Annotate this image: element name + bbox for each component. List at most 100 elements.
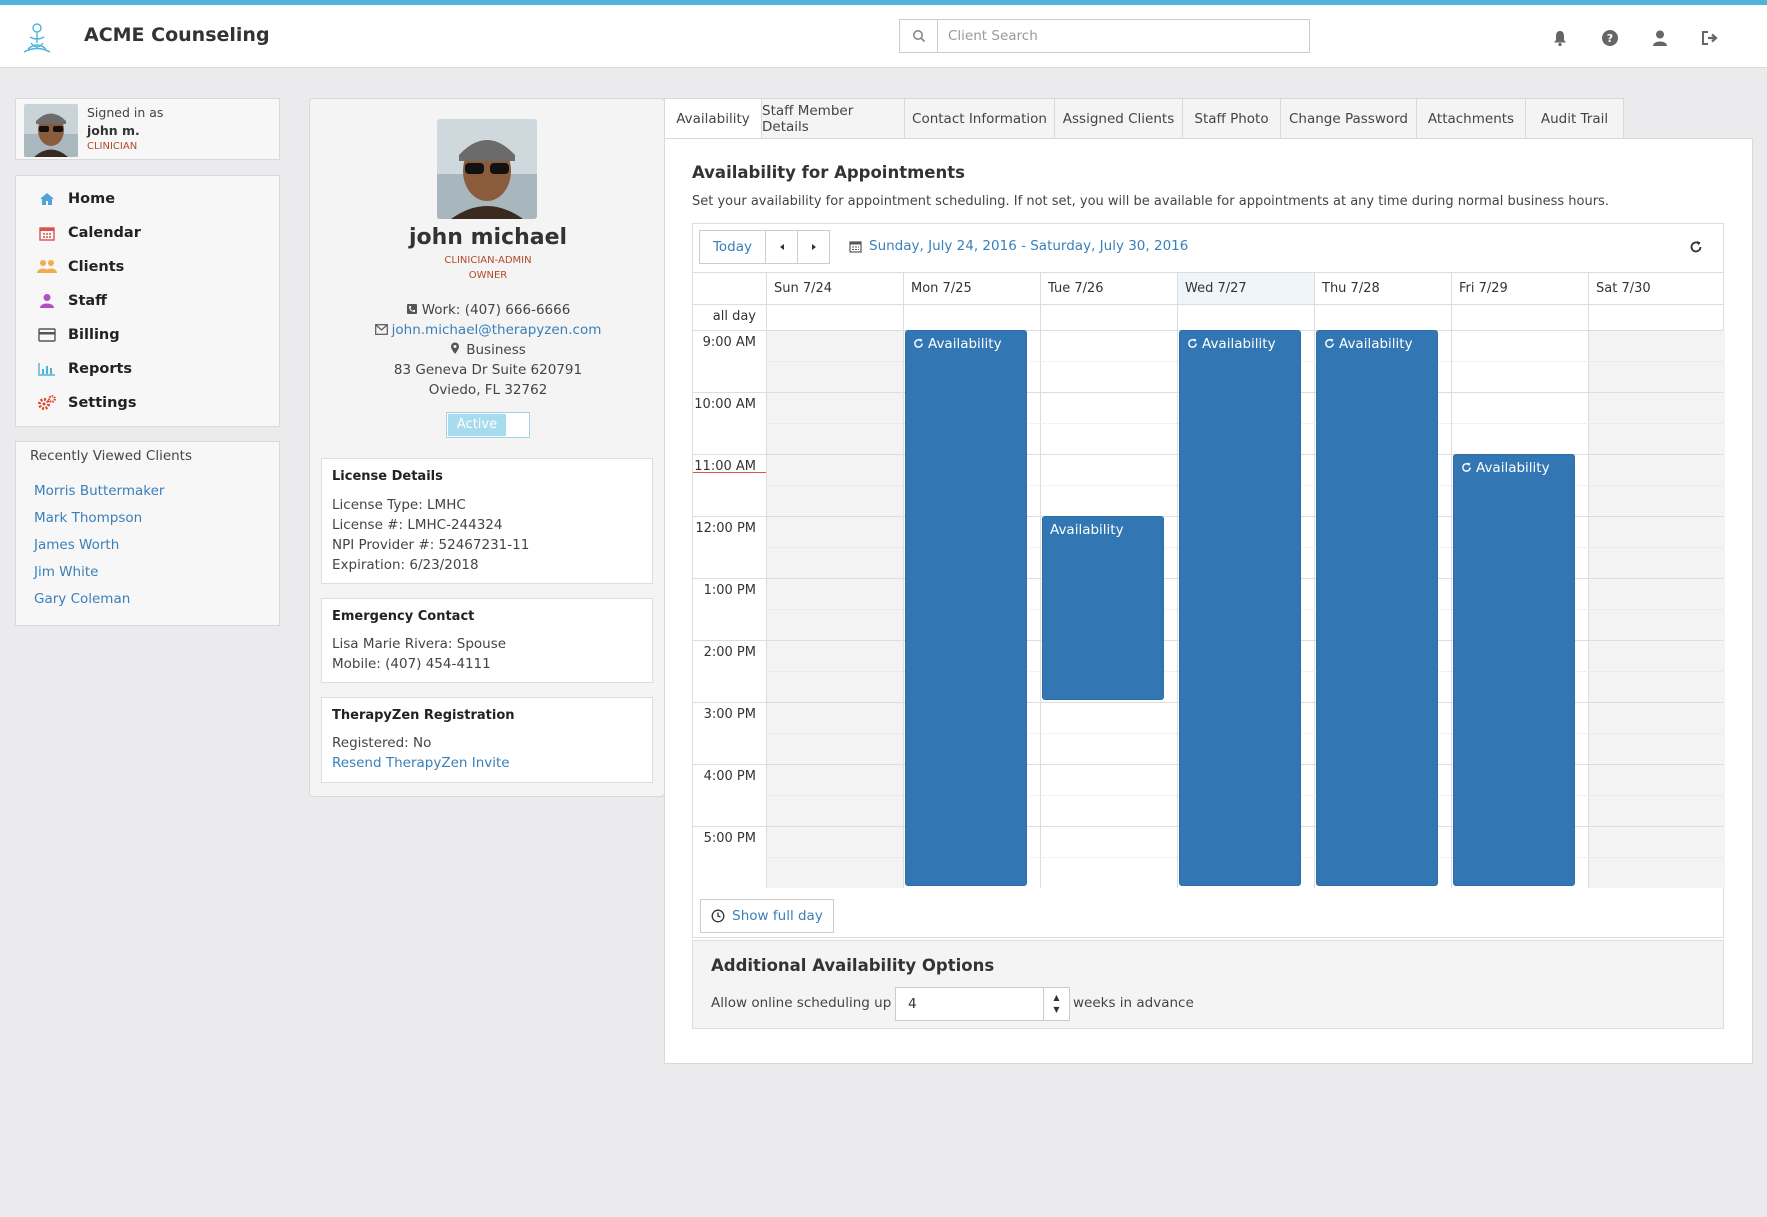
sidebar-nav: Home Calendar Clients Staff Billing Repo… bbox=[15, 175, 280, 427]
caret-right-icon bbox=[811, 244, 816, 250]
work-phone-text: Work: (407) 666-6666 bbox=[421, 302, 571, 318]
day-header[interactable]: Mon 7/25 bbox=[903, 273, 1040, 304]
bell-icon[interactable] bbox=[1549, 27, 1571, 49]
license-number: License #: LMHC-244324 bbox=[332, 517, 503, 533]
recent-client-link[interactable]: Morris Buttermaker bbox=[34, 483, 165, 499]
recent-client-link[interactable]: Mark Thompson bbox=[34, 510, 143, 526]
scheduling-suffix: weeks in advance bbox=[1073, 995, 1194, 1011]
license-title: License Details bbox=[332, 469, 443, 484]
weeks-stepper[interactable]: ▲▼ bbox=[895, 987, 1070, 1021]
sidebar-item-clients[interactable]: Clients bbox=[36, 256, 124, 278]
status-toggle[interactable]: Active bbox=[446, 412, 530, 438]
recent-client-link[interactable]: Gary Coleman bbox=[34, 591, 131, 607]
cogs-icon bbox=[36, 394, 58, 412]
registration-box: TherapyZen Registration Registered: No R… bbox=[321, 697, 653, 783]
search-icon[interactable] bbox=[900, 20, 938, 52]
stepper-up-icon[interactable]: ▲ bbox=[1053, 993, 1060, 1002]
time-label: 11:00 AM bbox=[694, 459, 756, 474]
tab-staff-member-details[interactable]: Staff Member Details bbox=[761, 98, 905, 138]
registration-status: Registered: No bbox=[332, 735, 432, 751]
sidebar-item-label: Clients bbox=[68, 259, 125, 275]
sign-out-icon[interactable] bbox=[1699, 27, 1721, 49]
event-label: Availability bbox=[1339, 336, 1413, 352]
profile-owner-badge: OWNER bbox=[468, 270, 508, 281]
user-icon[interactable] bbox=[1649, 27, 1671, 49]
clock-icon bbox=[711, 909, 725, 923]
time-label: 3:00 PM bbox=[703, 707, 756, 722]
event-label: Availability bbox=[928, 336, 1002, 352]
avatar[interactable] bbox=[24, 104, 78, 157]
scheduling-label: Allow online scheduling up to bbox=[711, 995, 910, 1011]
resend-invite: Resend TherapyZen Invite bbox=[332, 755, 510, 771]
resend-invite-link[interactable]: Resend TherapyZen Invite bbox=[332, 755, 510, 771]
availability-event[interactable]: Availability bbox=[905, 330, 1027, 886]
signed-in-label: Signed in as bbox=[87, 105, 164, 120]
day-header[interactable]: Sun 7/24 bbox=[766, 273, 903, 304]
sidebar-item-settings[interactable]: Settings bbox=[36, 392, 136, 414]
sidebar-item-billing[interactable]: Billing bbox=[36, 324, 120, 346]
license-details-box: License Details License Type: LMHC Licen… bbox=[321, 458, 653, 584]
availability-event[interactable]: Availability bbox=[1042, 516, 1164, 700]
tab-change-password[interactable]: Change Password bbox=[1280, 98, 1417, 138]
caret-left-icon bbox=[779, 244, 784, 250]
weeks-input[interactable] bbox=[896, 988, 1041, 1020]
prev-week-button[interactable] bbox=[765, 230, 798, 264]
tab-attachments[interactable]: Attachments bbox=[1416, 98, 1526, 138]
day-header[interactable]: Tue 7/26 bbox=[1040, 273, 1177, 304]
tab-staff-photo[interactable]: Staff Photo bbox=[1182, 98, 1281, 138]
today-button[interactable]: Today bbox=[699, 230, 766, 264]
refresh-icon[interactable] bbox=[1689, 240, 1703, 258]
time-label: 10:00 AM bbox=[694, 397, 756, 412]
sidebar-item-calendar[interactable]: Calendar bbox=[36, 222, 141, 244]
stepper-arrows[interactable]: ▲ ▼ bbox=[1043, 988, 1069, 1020]
calendar-toolbar: Today Sunday, July 24, 2016 - Saturday, … bbox=[693, 224, 1723, 272]
day-header[interactable]: Thu 7/28 bbox=[1314, 273, 1451, 304]
availability-event[interactable]: Availability bbox=[1453, 454, 1575, 886]
sidebar-item-label: Home bbox=[68, 191, 116, 207]
tab-audit-trail[interactable]: Audit Trail bbox=[1525, 98, 1624, 138]
availability-event[interactable]: Availability bbox=[1179, 330, 1301, 886]
sidebar-item-reports[interactable]: Reports bbox=[36, 358, 132, 380]
emergency-name: Lisa Marie Rivera: Spouse bbox=[332, 636, 507, 652]
event-label: Availability bbox=[1050, 522, 1124, 538]
recurring-icon bbox=[914, 338, 923, 348]
emergency-mobile: Mobile: (407) 454-4111 bbox=[332, 656, 491, 672]
work-phone: Work: (407) 666-6666 bbox=[310, 302, 666, 318]
profile-photo bbox=[437, 119, 537, 219]
tab-contact-information[interactable]: Contact Information bbox=[904, 98, 1055, 138]
date-range[interactable]: Sunday, July 24, 2016 - Saturday, July 3… bbox=[849, 238, 1188, 254]
user-name: john m. bbox=[87, 123, 140, 138]
home-icon bbox=[36, 190, 58, 208]
map-marker-icon bbox=[451, 342, 460, 354]
brand-name[interactable]: ACME Counseling bbox=[84, 24, 270, 46]
lotus-logo-icon[interactable] bbox=[18, 19, 56, 57]
next-week-button[interactable] bbox=[797, 230, 830, 264]
recent-client-link[interactable]: Jim White bbox=[34, 564, 99, 580]
address-line2: Oviedo, FL 32762 bbox=[428, 382, 548, 398]
sidebar-item-label: Settings bbox=[68, 395, 137, 411]
client-search[interactable] bbox=[899, 19, 1310, 53]
staff-icon bbox=[36, 292, 58, 310]
availability-event[interactable]: Availability bbox=[1316, 330, 1438, 886]
envelope-icon bbox=[374, 324, 388, 335]
time-label: 5:00 PM bbox=[703, 831, 756, 846]
profile-role: CLINICIAN-ADMIN bbox=[444, 255, 532, 266]
show-full-day-button[interactable]: Show full day bbox=[700, 899, 834, 933]
email-link[interactable]: john.michael@therapyzen.com bbox=[391, 322, 602, 338]
emergency-title: Emergency Contact bbox=[332, 609, 475, 624]
stepper-down-icon[interactable]: ▼ bbox=[1053, 1005, 1060, 1014]
sidebar-item-staff[interactable]: Staff bbox=[36, 290, 107, 312]
search-input[interactable] bbox=[938, 20, 1308, 52]
day-header[interactable]: Fri 7/29 bbox=[1451, 273, 1588, 304]
day-header[interactable]: Wed 7/27 bbox=[1177, 273, 1314, 304]
help-icon[interactable]: ? bbox=[1599, 27, 1621, 49]
signed-in-panel: Signed in as john m. CLINICIAN bbox=[15, 98, 280, 160]
time-column-divider bbox=[766, 304, 767, 888]
tab-assigned-clients[interactable]: Assigned Clients bbox=[1054, 98, 1183, 138]
sidebar-item-home[interactable]: Home bbox=[36, 188, 115, 210]
bar-chart-icon bbox=[36, 360, 58, 378]
calendar-icon bbox=[36, 224, 58, 242]
tab-availability[interactable]: Availability bbox=[664, 98, 762, 139]
recent-client-link[interactable]: James Worth bbox=[34, 537, 120, 553]
day-header[interactable]: Sat 7/30 bbox=[1588, 273, 1725, 304]
